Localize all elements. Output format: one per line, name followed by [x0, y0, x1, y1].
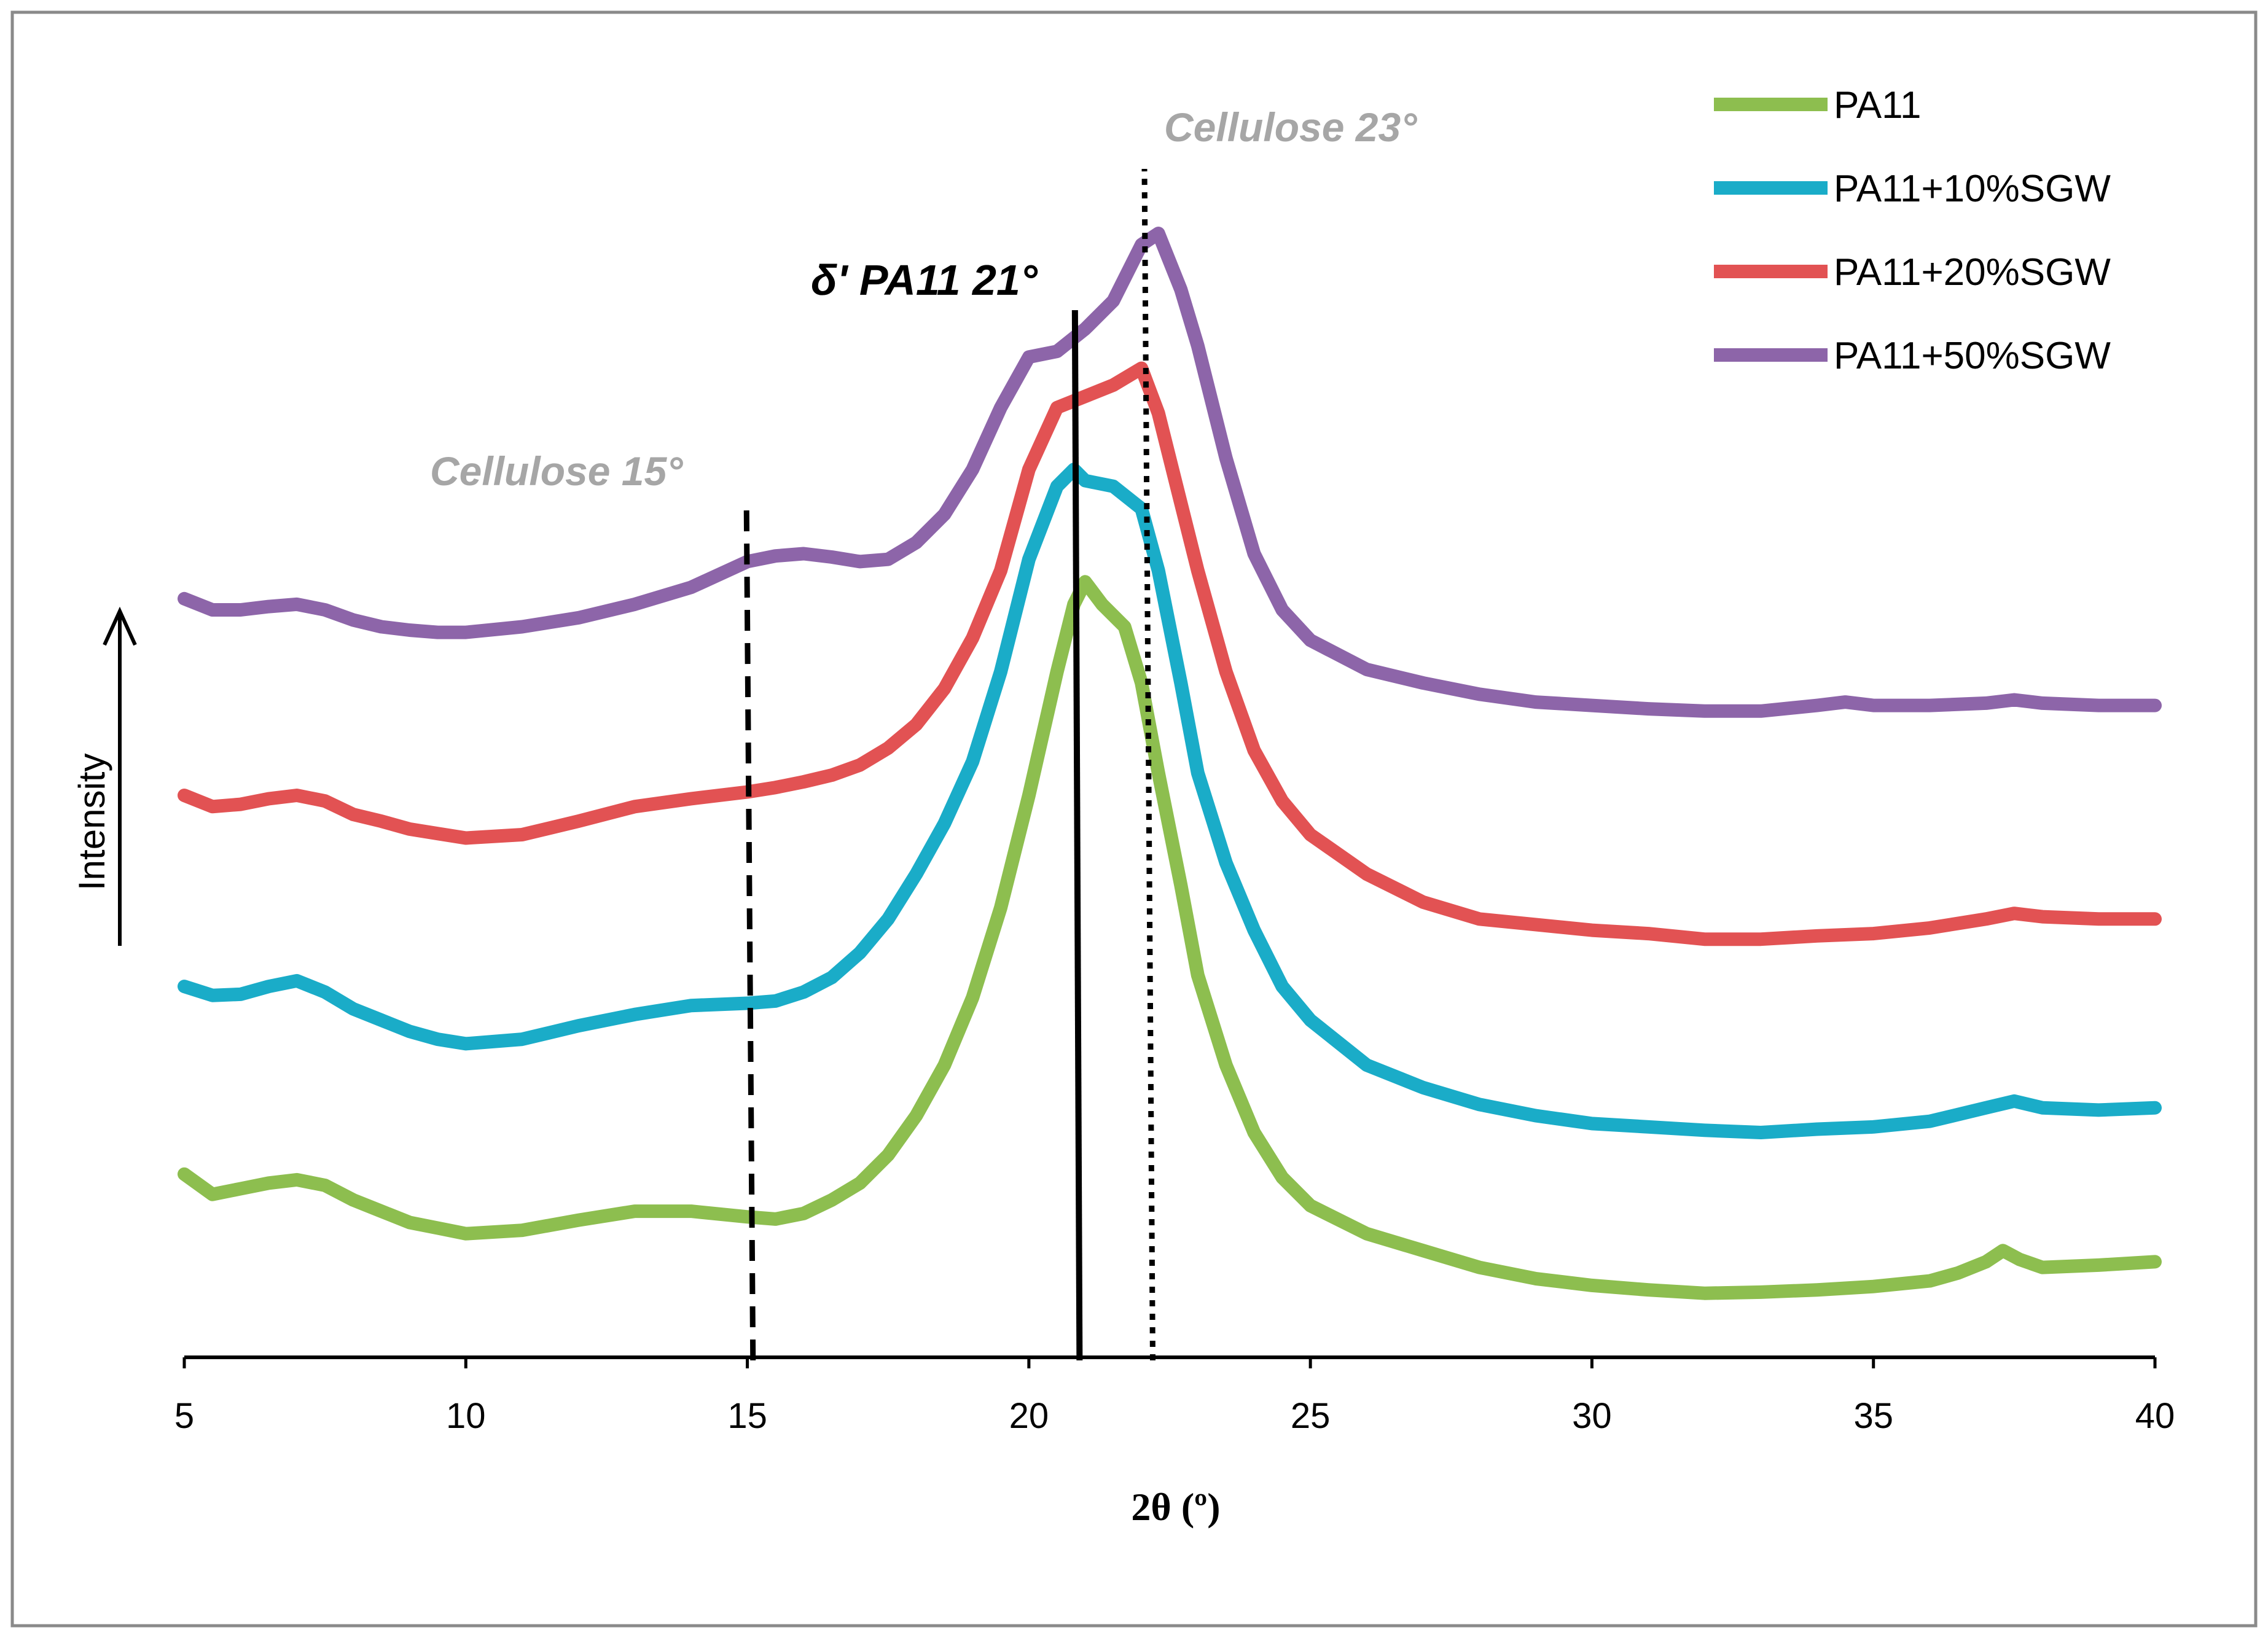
intensity-arrow-head-icon: [103, 606, 137, 646]
x-tick-label: 20: [1009, 1396, 1049, 1436]
reference-label-0: Cellulose 15°: [430, 448, 683, 494]
reference-lines: [743, 168, 1156, 1361]
y-axis-title: Intensity: [71, 754, 112, 891]
series-line-0: [178, 575, 2162, 1300]
legend-label-0: PA11: [1834, 84, 1921, 127]
legend-label-1: PA11+10%SGW: [1834, 168, 2111, 210]
x-tick-label: 5: [174, 1396, 194, 1436]
reference-line-1: [1071, 310, 1083, 1361]
x-tick-label: 10: [446, 1396, 486, 1436]
reference-label-1: δ' PA11 21°: [811, 256, 1038, 304]
x-axis-title: 2θ (º): [1131, 1485, 1220, 1529]
legend: PA11 PA11+10%SGW PA11+20%SGW PA11+50%SGW: [1714, 84, 2111, 377]
legend-label-2: PA11+20%SGW: [1834, 251, 2111, 294]
series-layer: [178, 227, 2162, 1300]
x-tick-label: 35: [1853, 1396, 1893, 1436]
reference-line-2: [1141, 168, 1156, 1361]
reference-line-0: [743, 509, 756, 1361]
legend-label-3: PA11+50%SGW: [1834, 335, 2111, 377]
y-axis-indicator: Intensity: [71, 606, 137, 946]
series-line-3: [178, 227, 2162, 718]
x-tick-label: 40: [2135, 1396, 2175, 1436]
reference-label-2: Cellulose 23°: [1164, 104, 1417, 150]
x-tick-label: 25: [1291, 1396, 1331, 1436]
series-line-2: [178, 361, 2162, 946]
x-tick-label: 15: [727, 1396, 767, 1436]
x-tick-label: 30: [1572, 1396, 1612, 1436]
annotations: Cellulose 15° δ' PA11 21° Cellulose 23°: [430, 104, 1417, 494]
x-ticks: 5 10 15 20 25 30 35 40: [174, 1357, 2175, 1436]
series-line-1: [178, 462, 2162, 1139]
